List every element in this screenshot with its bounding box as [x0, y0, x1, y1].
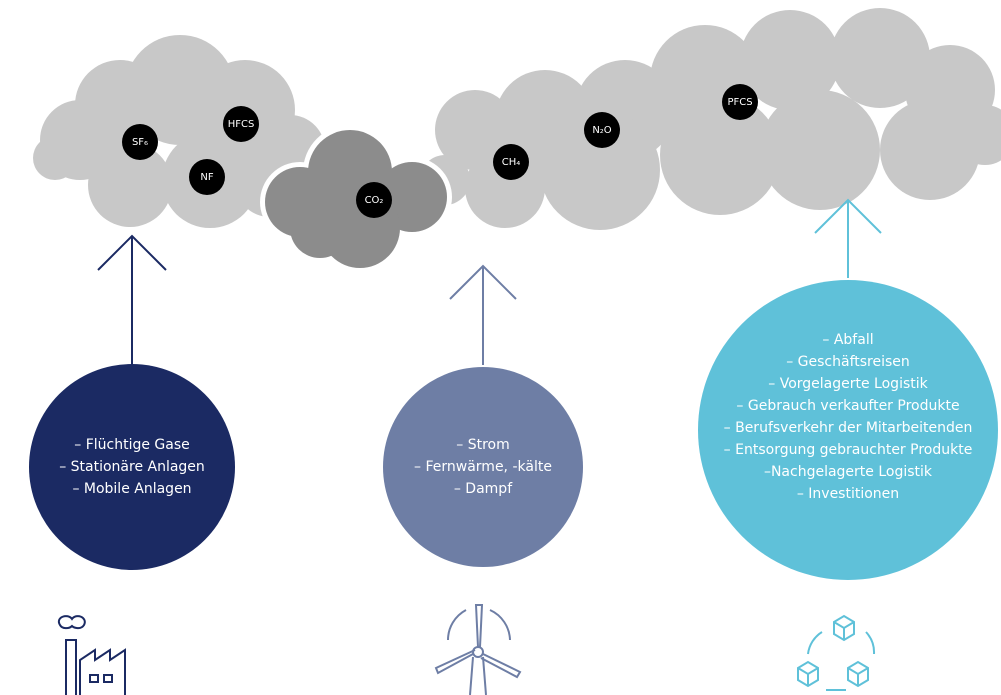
- gas-label: PFCS: [727, 97, 752, 108]
- scope-line: – Fernwärme, -kälte: [414, 459, 552, 475]
- gas-label: HFCS: [228, 119, 255, 130]
- arrow: [814, 198, 882, 278]
- scope-line: – Strom: [456, 437, 509, 453]
- gas-label: NF: [200, 172, 213, 183]
- scope-circle: [29, 364, 235, 570]
- gas-bubble: [356, 182, 392, 218]
- gas-bubble: [189, 159, 225, 195]
- scope-line: – Stationäre Anlagen: [59, 459, 205, 475]
- scope-circle: [698, 280, 998, 580]
- scope-line: –Nachgelagerte Logistik: [764, 464, 933, 480]
- gas-bubble: [493, 144, 529, 180]
- scope-line: – Entsorgung gebrauchter Produkte: [724, 442, 973, 458]
- scope-line: – Investitionen: [797, 486, 899, 502]
- scope-line: – Berufsverkehr der Mitarbeitenden: [724, 420, 973, 436]
- arrow: [97, 234, 167, 365]
- wind-icon: [434, 604, 522, 695]
- scope-circle: [383, 367, 583, 567]
- arrows: [97, 198, 882, 365]
- scope-texts: – Flüchtige Gase – Stationäre Anlagen – Mo…: [59, 332, 972, 502]
- scope-line: – Dampf: [454, 481, 513, 497]
- gas-label: SF₆: [132, 137, 148, 148]
- cycle-icon: [797, 614, 876, 691]
- arrow: [449, 264, 517, 365]
- gas-bubble: [223, 106, 259, 142]
- scope-line: – Gebrauch verkaufter Produkte: [736, 398, 959, 414]
- gas-label: CO₂: [365, 195, 384, 206]
- gas-label: CH₄: [502, 157, 521, 168]
- gas-label: N₂O: [592, 125, 611, 136]
- gas-bubble: [584, 112, 620, 148]
- gas-bubbles: [122, 84, 758, 218]
- scope-line: – Geschäftsreisen: [786, 354, 910, 370]
- scope-line: – Flüchtige Gase: [74, 437, 190, 453]
- gas-bubble: [122, 124, 158, 160]
- scope-line: – Vorgelagerte Logistik: [768, 376, 928, 392]
- scope-line: – Mobile Anlagen: [72, 481, 191, 497]
- gas-bubble: [722, 84, 758, 120]
- factory-icon: [57, 615, 126, 695]
- scope-line: – Abfall: [822, 332, 873, 348]
- cloud-right: [420, 8, 1001, 230]
